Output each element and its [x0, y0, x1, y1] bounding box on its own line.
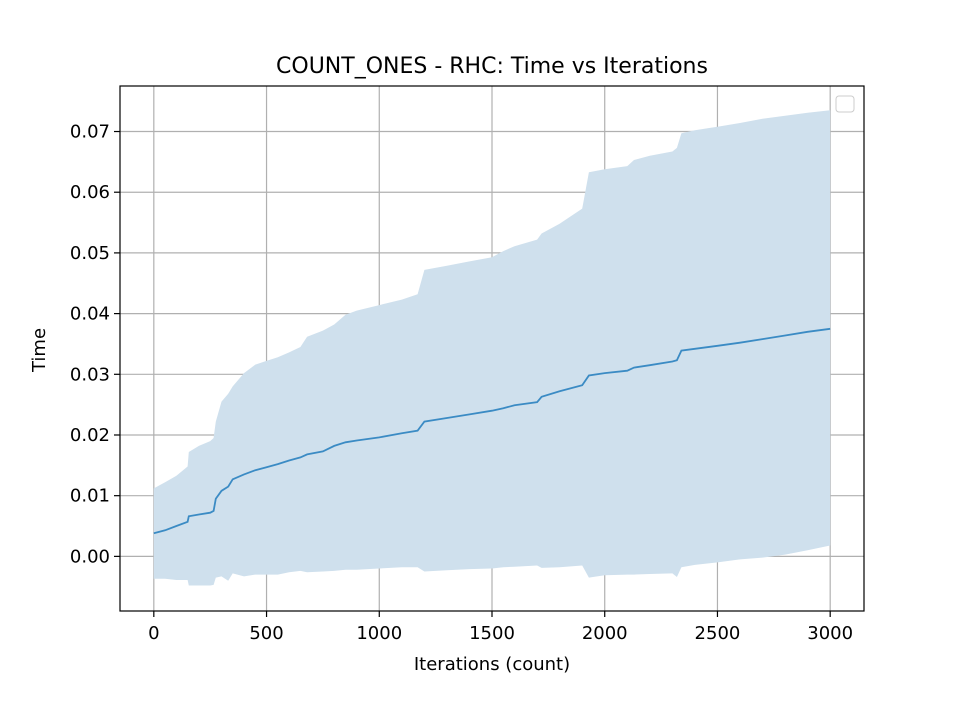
x-tick-label: 2500	[695, 623, 741, 644]
y-tick-label: 0.02	[70, 425, 110, 446]
y-axis-ticks: 0.00 0.01 0.02 0.03 0.04 0.05 0.06 0.07	[70, 122, 120, 567]
x-tick-label: 1000	[356, 623, 402, 644]
legend-box	[835, 95, 855, 113]
x-tick-label: 3000	[807, 623, 853, 644]
y-tick-label: 0.03	[70, 364, 110, 385]
x-tick-label: 1500	[469, 623, 515, 644]
y-tick-label: 0.06	[70, 182, 110, 203]
y-tick-label: 0.05	[70, 243, 110, 264]
y-tick-label: 0.04	[70, 304, 110, 325]
std-band	[153, 110, 831, 586]
x-tick-label: 500	[249, 623, 283, 644]
mean-line	[153, 327, 831, 535]
y-tick-label: 0.07	[70, 122, 110, 143]
x-axis-label: Iterations (count)	[414, 654, 570, 675]
chart-title: COUNT_ONES - RHC: Time vs Iterations	[276, 54, 708, 79]
y-tick-label: 0.00	[70, 546, 110, 567]
y-axis-label: Time	[29, 328, 50, 373]
x-tick-label: 2000	[582, 623, 628, 644]
y-tick-label: 0.01	[70, 486, 110, 507]
x-tick-label: 0	[148, 623, 159, 644]
x-axis-ticks: 0 500 1000 1500 2000 2500 3000	[148, 611, 853, 644]
